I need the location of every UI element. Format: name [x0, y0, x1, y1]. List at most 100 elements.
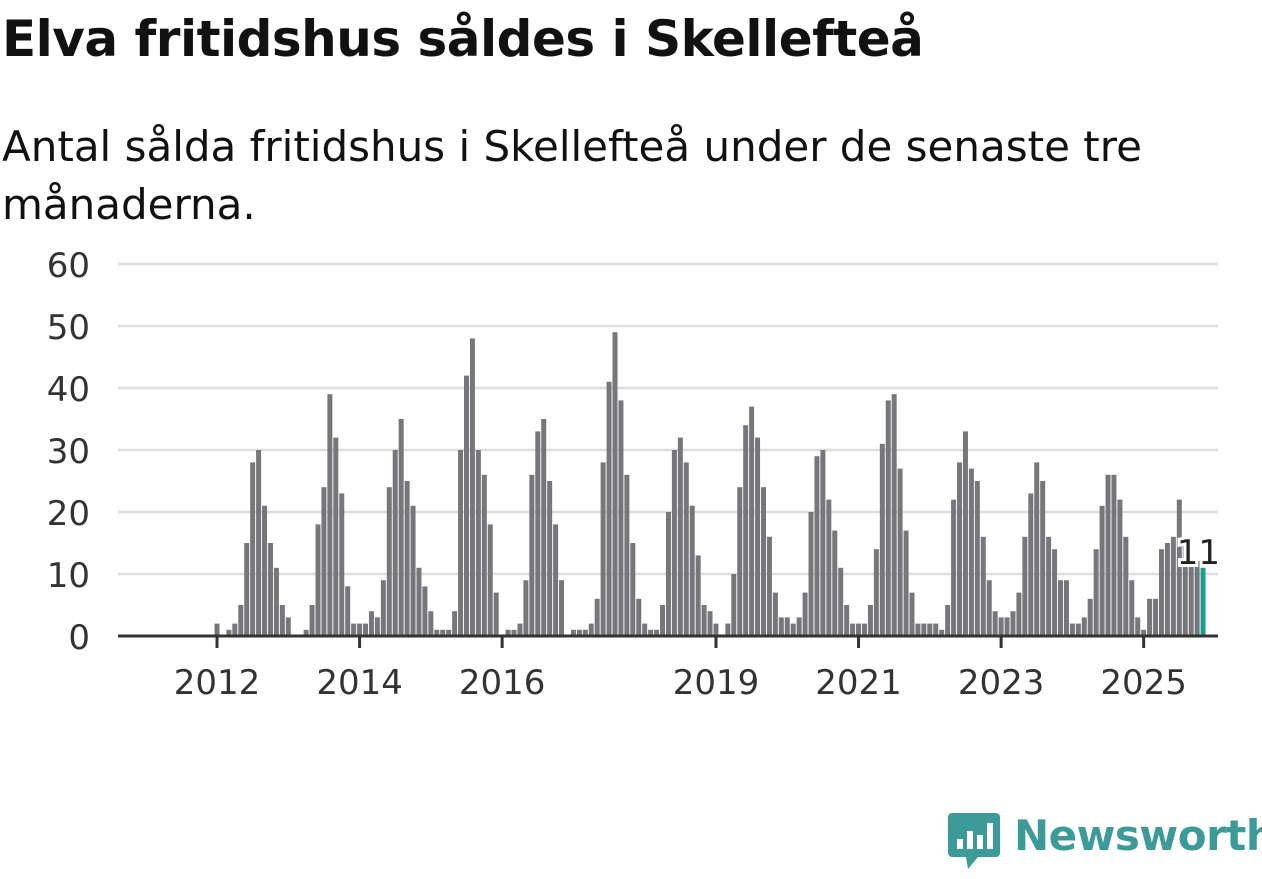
bar [1117, 499, 1123, 636]
bar [600, 462, 606, 636]
bar [398, 419, 404, 636]
brand-name: Newsworthy [1014, 811, 1262, 860]
bar [559, 580, 565, 636]
bar [315, 524, 321, 636]
y-tick-label: 20 [47, 494, 90, 534]
y-tick-label: 60 [47, 246, 90, 286]
bar [695, 555, 701, 636]
bar-chart-speech-bubble-icon [948, 813, 1000, 869]
x-tick-label: 2023 [958, 663, 1045, 703]
bar [458, 450, 464, 636]
bar [636, 598, 642, 636]
x-tick-label: 2019 [673, 663, 760, 703]
bar [1087, 598, 1093, 636]
bar [867, 605, 873, 636]
bar [939, 629, 945, 636]
chart-subtitle: Antal sålda fritidshus i Skellefteå unde… [2, 122, 1142, 229]
bar [998, 617, 1004, 636]
bar [368, 611, 374, 636]
bar [309, 605, 315, 636]
bar [980, 536, 986, 636]
bar [1194, 555, 1200, 636]
bar [624, 474, 630, 636]
bar [707, 611, 713, 636]
bar [1135, 617, 1141, 636]
x-tick-label: 2016 [459, 663, 546, 703]
y-tick-label: 40 [47, 370, 90, 410]
bar [452, 611, 458, 636]
bar [345, 586, 351, 636]
x-tick-label: 2012 [174, 663, 261, 703]
bar [814, 456, 820, 636]
highlight-marker-halo [1185, 541, 1206, 562]
bar [244, 543, 250, 636]
bar [992, 611, 998, 636]
bar [927, 623, 933, 636]
bar [630, 543, 636, 636]
bar [844, 605, 850, 636]
bar [665, 512, 671, 636]
bar [885, 400, 891, 636]
bar [529, 474, 535, 636]
bar [743, 425, 749, 636]
bar [796, 617, 802, 636]
bar [333, 437, 339, 636]
bar-chart: 0 10 20 30 40 50 60 2012 2014 2016 2019 2021 2023 202… [47, 246, 1223, 703]
bar [755, 437, 761, 636]
bar [1176, 499, 1182, 636]
bar [1147, 598, 1153, 636]
bar [380, 580, 386, 636]
bar [487, 524, 493, 636]
bar [267, 543, 273, 636]
bar [1069, 623, 1075, 636]
bar [861, 623, 867, 636]
y-tick-label: 30 [47, 432, 90, 472]
bar [749, 406, 755, 636]
bar [541, 419, 547, 636]
bar [505, 629, 511, 636]
bar [648, 629, 654, 636]
bar [921, 623, 927, 636]
bar [766, 536, 772, 636]
bar [327, 394, 333, 636]
bar [903, 530, 909, 636]
bar [974, 481, 980, 636]
chart-title: Elva fritidshus såldes i Skellefteå [2, 10, 924, 68]
bar [873, 549, 879, 636]
bar [957, 462, 963, 636]
bar [410, 505, 416, 636]
bar [677, 437, 683, 636]
bar [838, 567, 844, 636]
bar [1141, 629, 1147, 636]
bar [761, 487, 766, 636]
bar [909, 592, 915, 636]
bar [1063, 580, 1069, 636]
bar [772, 592, 778, 636]
bar [606, 381, 612, 636]
bar [915, 623, 921, 636]
bar [1164, 543, 1170, 636]
bar [523, 580, 529, 636]
bar [1034, 462, 1040, 636]
bar [588, 623, 594, 636]
bar [820, 450, 826, 636]
bar [968, 468, 974, 636]
bar-highlight [1200, 567, 1206, 636]
bar [303, 629, 309, 636]
y-tick-label: 10 [47, 556, 90, 596]
bar [273, 567, 279, 636]
x-tick-label: 2014 [316, 663, 403, 703]
bar [1111, 474, 1117, 636]
bar [1028, 493, 1034, 636]
bar [784, 617, 790, 636]
bar [416, 567, 422, 636]
bar [250, 462, 256, 636]
bar [1046, 536, 1052, 636]
bar [1075, 623, 1081, 636]
bar [422, 586, 428, 636]
bar [285, 617, 291, 636]
bar [671, 450, 677, 636]
bar [594, 598, 600, 636]
bar [737, 487, 743, 636]
bar [933, 623, 939, 636]
